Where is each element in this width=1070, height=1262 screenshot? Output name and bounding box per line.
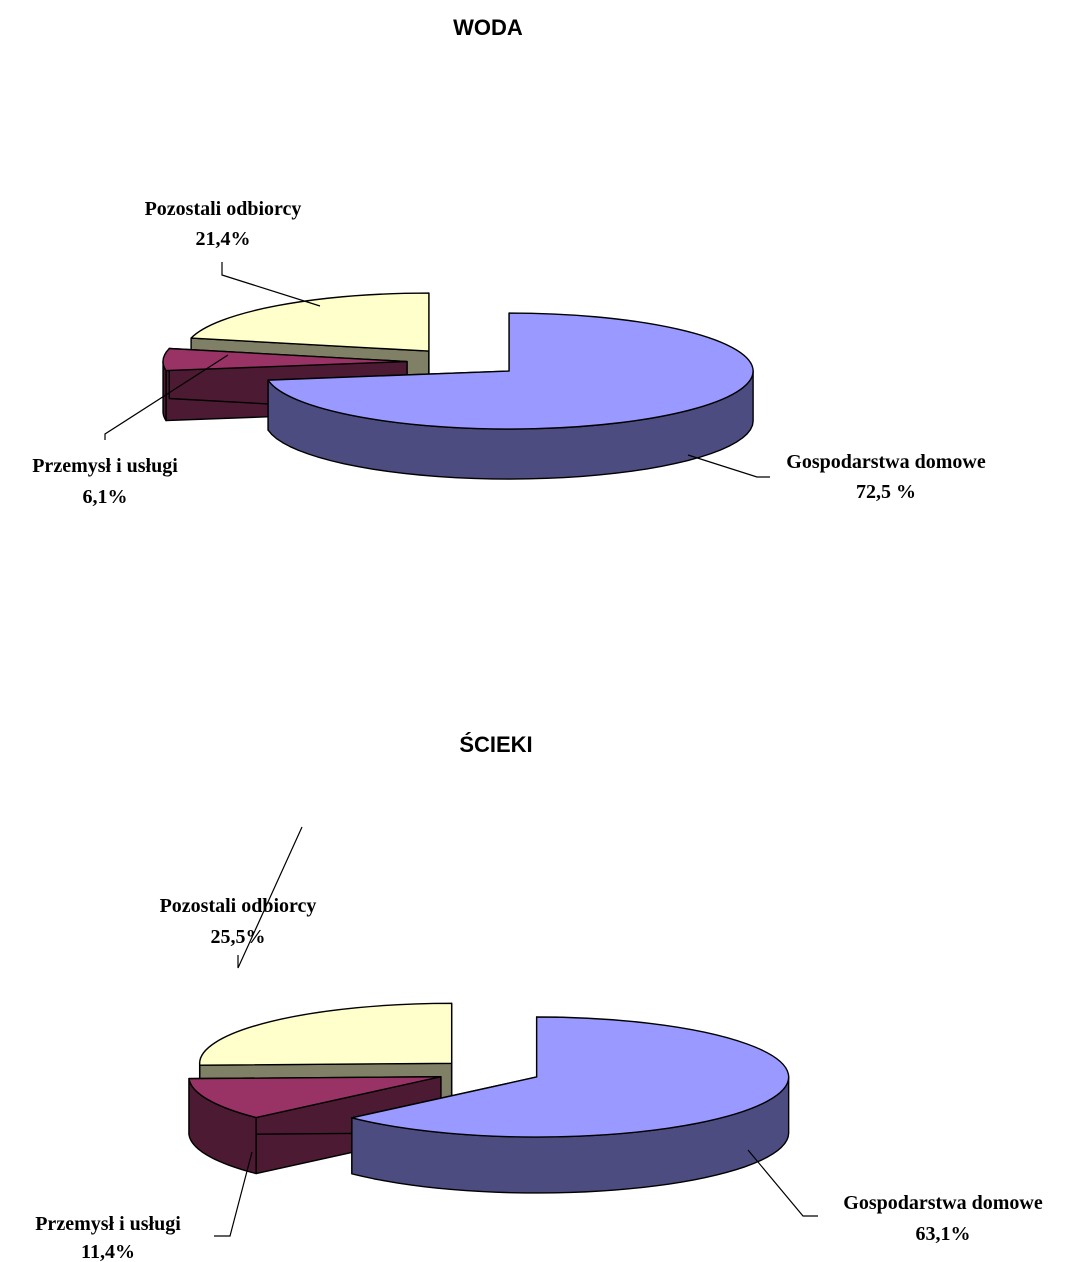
slice-label-pozostali: Pozostali odbiorcy 21,4% [145,198,302,250]
leader-line-gospodarstwa [687,454,770,478]
slice-label-value: 63,1% [916,1223,971,1245]
slice-top [190,292,430,352]
chart-title: ŚCIEKI [459,732,532,757]
slice-label-pozostali: Pozostali odbiorcy 25,5% [160,895,317,948]
slice-label-przemysl: Przemysł i usługi 11,4% [35,1213,181,1262]
slice-label-value: 25,5% [211,926,266,948]
leader-line-przemysl [214,1151,253,1237]
leader-line-przemysl [104,354,229,440]
slice-label-gospodarstwa: Gospodarstwa domowe 72,5 % [786,451,986,503]
slice-label-value: 11,4% [81,1241,135,1262]
slice-label-name: Pozostali odbiorcy [160,895,317,917]
slice-label-value: 6,1% [83,486,128,508]
slice-label-name: Przemysł i usługi [32,455,178,477]
pie-3d [162,292,754,480]
slice-label-name: Gospodarstwa domowe [786,451,986,473]
chart-title: WODA [453,15,523,40]
leader-line-gospodarstwa [747,1149,818,1217]
slice-label-value: 72,5 % [856,481,916,503]
slice-label-value: 21,4% [196,228,251,250]
pie-slice-gospodarstwa [267,312,754,480]
leader-line-pozostali [221,262,321,307]
slice-top [351,1016,790,1138]
slice-label-name: Przemysł i usługi [35,1213,181,1235]
slice-label-name: Gospodarstwa domowe [843,1192,1043,1214]
slice-label-name: Pozostali odbiorcy [145,198,302,220]
slice-top [188,1076,442,1119]
slice-label-gospodarstwa: Gospodarstwa domowe 63,1% [843,1192,1043,1245]
chart-scieki: ŚCIEKI Pozostali odbiorcy 25,5% Przemysł… [35,732,1043,1262]
pie-slice-gospodarstwa [351,1016,790,1194]
slice-top [199,1002,453,1066]
slice-label-przemysl: Przemysł i usługi 6,1% [32,455,178,508]
slice-top [267,312,754,430]
slice-top [162,347,408,372]
leader-line-pozostali [237,826,303,969]
chart-woda: WODA Pozostali odbiorcy 21,4% Przemysł i… [32,15,986,508]
pie-3d [188,1002,790,1194]
